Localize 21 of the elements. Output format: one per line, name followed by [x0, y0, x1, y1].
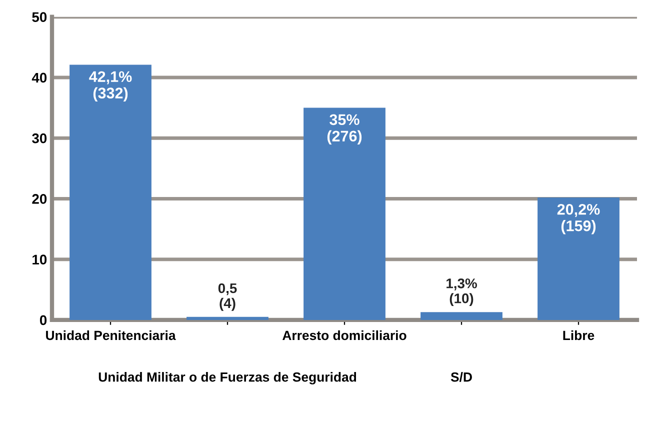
y-tick-label: 30 — [32, 133, 47, 144]
bar — [304, 108, 386, 320]
bar — [420, 312, 502, 320]
x-tick-label: Libre — [563, 330, 594, 340]
bar — [70, 64, 152, 320]
y-tick-label: 50 — [32, 12, 47, 22]
y-tick-label: 40 — [32, 72, 47, 83]
y-tick-label: 20 — [32, 194, 47, 204]
bar — [538, 198, 620, 320]
x-tick-label: S/D — [450, 372, 472, 382]
data-label: 0,5 (4) — [218, 283, 237, 311]
y-tick-label: 10 — [32, 254, 47, 265]
data-label: 42,1% (332) — [89, 71, 132, 102]
data-label: 20,2% (159) — [557, 204, 600, 234]
data-label: 35% (276) — [327, 114, 362, 145]
y-tick-label: 0 — [40, 315, 47, 326]
x-tick-label: Arresto domiciliario — [282, 330, 406, 340]
bar — [186, 316, 268, 320]
x-tick-label: Unidad Penitenciaria — [46, 330, 176, 340]
x-tick-label: Unidad Militar o de Fuerzas de Seguridad — [98, 372, 356, 384]
data-label: 1,3% (10) — [446, 278, 477, 306]
